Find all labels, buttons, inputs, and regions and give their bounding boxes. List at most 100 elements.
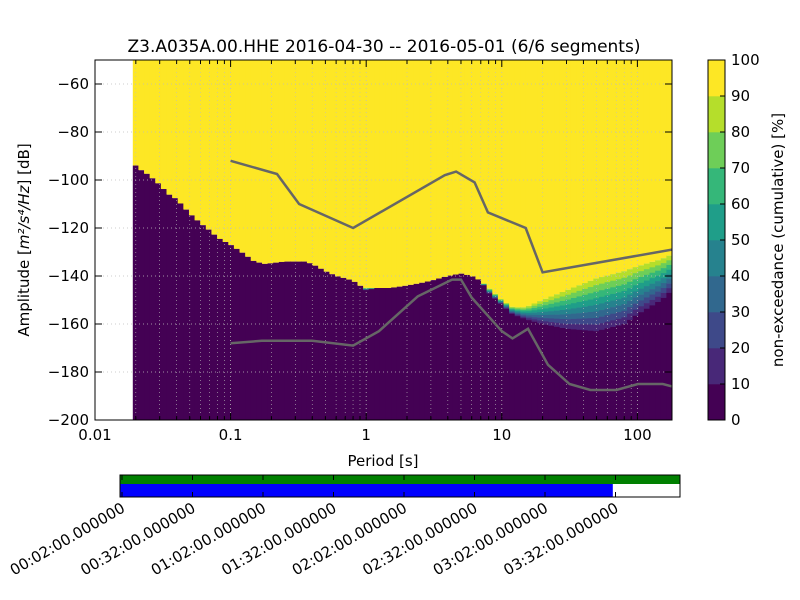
heatmap-column: [245, 60, 252, 420]
heatmap-cell: [503, 303, 510, 305]
heatmap-column: [222, 60, 229, 420]
heatmap-column: [481, 60, 488, 420]
heatmap-cell: [649, 294, 656, 301]
heatmap-cell: [475, 60, 482, 280]
heatmap-cell: [666, 288, 672, 294]
heatmap-cell: [587, 318, 594, 325]
heatmap-cell: [531, 317, 538, 320]
heatmap-cell: [514, 312, 521, 315]
heatmap-cell: [458, 273, 465, 420]
heatmap-column: [261, 60, 269, 420]
heatmap-cell: [492, 298, 499, 299]
colorbar-label: non-exceedance (cumulative) [%]: [769, 113, 787, 367]
heatmap-cell: [537, 60, 544, 302]
y-tick-label: −80: [57, 123, 89, 141]
heatmap-cell: [509, 306, 516, 308]
heatmap-cell: [666, 274, 672, 280]
heatmap-cell: [576, 324, 583, 331]
processed-coverage-bar: [120, 484, 613, 497]
heatmap-cell: [576, 313, 583, 319]
heatmap-cell: [542, 298, 550, 303]
heatmap-cell: [503, 305, 510, 307]
heatmap-cell: [172, 198, 179, 420]
heatmap-cell: [351, 60, 359, 282]
heatmap-cell: [503, 308, 510, 310]
heatmap-cell: [559, 323, 566, 329]
colorbar-segment: [708, 204, 725, 241]
heatmap-column: [520, 60, 527, 420]
heatmap-cell: [554, 294, 561, 299]
heatmap-cell: [570, 287, 578, 294]
heatmap-cell: [570, 313, 578, 320]
heatmap-column: [273, 60, 280, 420]
colorbar-segment: [708, 240, 725, 277]
time-tick-label: 01:02:00.000000: [148, 499, 269, 579]
heatmap-cell: [424, 60, 432, 282]
heatmap-column: [340, 60, 347, 420]
heatmap-cell: [486, 289, 493, 291]
x-tick-label: 10: [492, 426, 511, 444]
heatmap-column: [318, 60, 325, 420]
time-tick-label: 02:32:00.000000: [359, 499, 480, 579]
heatmap-cell: [323, 60, 330, 272]
heatmap-cell: [621, 317, 628, 325]
heatmap-cell: [144, 60, 151, 174]
heatmap-cell: [149, 60, 156, 179]
heatmap-cell: [295, 60, 302, 262]
heatmap-cell: [570, 318, 578, 325]
heatmap-cell: [559, 296, 566, 302]
heatmap-cell: [160, 189, 168, 420]
heatmap-cell: [188, 60, 196, 216]
heatmap-cell: [554, 302, 561, 307]
high-noise-model-line: [230, 159, 672, 274]
heatmap-cell: [632, 285, 639, 292]
heatmap-cell: [604, 328, 611, 420]
heatmap-column: [643, 60, 651, 420]
heatmap-cell: [363, 60, 370, 288]
heatmap-cell: [582, 294, 589, 302]
heatmap-cell: [570, 60, 578, 288]
heatmap-cell: [660, 297, 667, 420]
heatmap-column: [284, 60, 291, 420]
heatmap-cell: [548, 311, 555, 316]
heatmap-cell: [643, 269, 651, 276]
heatmap-column: [570, 60, 578, 420]
heatmap-cell: [655, 291, 662, 298]
colorbar-segment: [708, 384, 725, 421]
heatmap-cell: [582, 306, 589, 313]
heatmap-cell: [649, 261, 656, 268]
heatmap-cell: [273, 60, 280, 263]
colorbar-segment: [708, 276, 725, 313]
heatmap-cell: [267, 60, 274, 264]
heatmap-column: [621, 60, 628, 420]
heatmap-cell: [514, 313, 521, 316]
heatmap-cell: [615, 325, 623, 420]
heatmap-cell: [615, 292, 623, 300]
heatmap-cell: [228, 60, 235, 246]
heatmap-column: [475, 60, 482, 420]
heatmap-column: [205, 60, 213, 420]
heatmap-cell: [655, 301, 662, 420]
heatmap-cell: [531, 303, 538, 307]
heatmap-cell: [509, 309, 516, 311]
heatmap-column: [542, 60, 550, 420]
heatmap-column: [385, 60, 392, 420]
heatmap-cell: [548, 314, 555, 319]
heatmap-cell: [621, 304, 628, 312]
heatmap-cell: [492, 297, 499, 299]
heatmap-cell: [497, 300, 505, 302]
heatmap-cell: [497, 303, 505, 305]
heatmap-cell: [660, 287, 667, 294]
heatmap-column: [587, 60, 594, 420]
heatmap-column: [408, 60, 415, 420]
heatmap-column: [452, 60, 460, 420]
heatmap-cell: [537, 323, 544, 420]
heatmap-cell: [604, 282, 611, 290]
heatmap-cell: [565, 319, 572, 325]
heatmap-cell: [554, 60, 561, 295]
time-bar-frame: [119, 474, 681, 498]
heatmap-cell: [306, 60, 314, 264]
heatmap-cell: [582, 330, 589, 420]
heatmap-cell: [615, 60, 623, 273]
heatmap-cell: [245, 256, 252, 420]
